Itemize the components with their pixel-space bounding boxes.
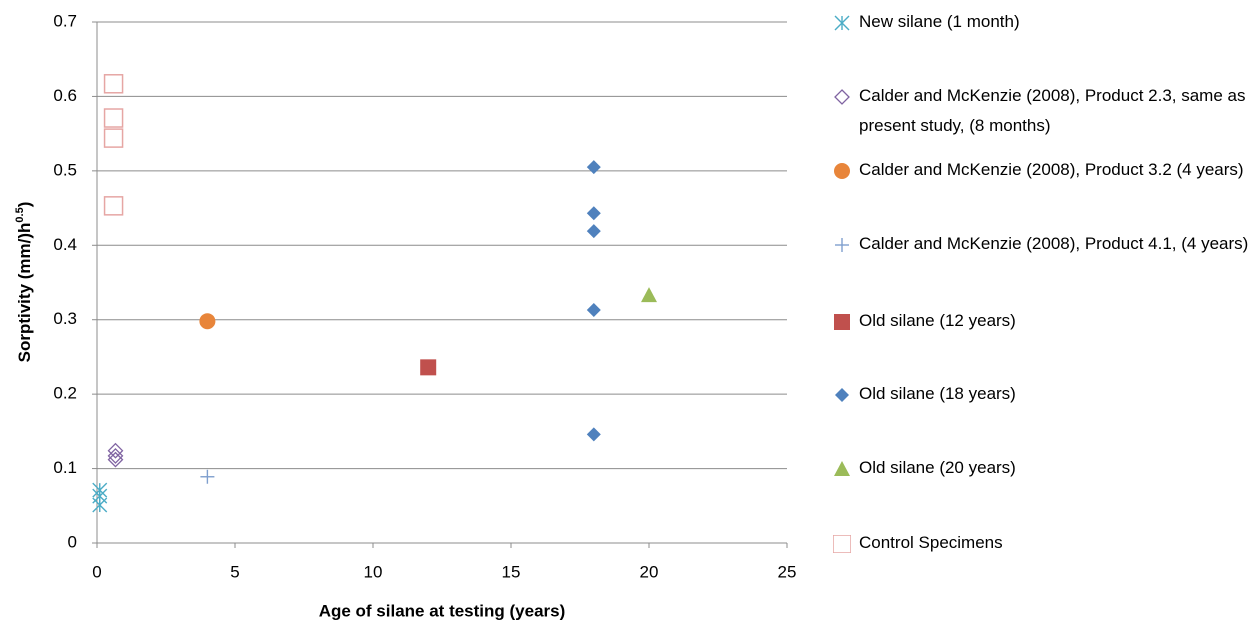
legend-entry: Old silane (20 years) — [833, 453, 1251, 483]
marker — [103, 74, 124, 94]
y-tick-label: 0.6 — [53, 86, 77, 105]
y-tick-label: 0.7 — [53, 11, 77, 30]
legend: New silane (1 month) Calder and McKenzie … — [833, 0, 1251, 628]
chart: Age of silane at testing (years) Sorptiv… — [14, 11, 797, 620]
legend-label: Old silane (12 years) — [859, 311, 1016, 330]
legend-marker — [834, 314, 850, 330]
legend-entry: Calder and McKenzie (2008), Product 2.3,… — [833, 81, 1251, 141]
marker-shape — [107, 447, 124, 464]
y-tick-label: 0.3 — [53, 309, 77, 328]
legend-marker — [834, 163, 850, 179]
marker-shape — [586, 206, 601, 221]
y-tick-label: 0.2 — [53, 384, 77, 403]
legend-label: Old silane (18 years) — [859, 384, 1016, 403]
marker-shape — [420, 359, 437, 376]
marker — [641, 287, 657, 303]
legend-marker — [834, 15, 850, 31]
marker-shape — [834, 163, 850, 179]
marker-shape — [107, 442, 124, 459]
y-tick-label: 0.4 — [53, 235, 77, 254]
marker-shape — [835, 388, 849, 402]
legend-entry: Calder and McKenzie (2008), Product 4.1,… — [833, 229, 1251, 259]
marker-shape — [199, 313, 216, 330]
marker — [834, 163, 850, 179]
marker — [834, 89, 850, 105]
marker-shape — [834, 461, 850, 476]
marker — [107, 447, 124, 464]
legend-label: Calder and McKenzie (2008), Product 2.3,… — [859, 86, 1246, 135]
marker-shape — [834, 314, 850, 330]
marker — [586, 160, 601, 175]
y-tick-label: 0 — [68, 532, 77, 551]
marker-shape — [833, 535, 851, 553]
marker — [834, 461, 850, 476]
legend-label: Calder and McKenzie (2008), Product 4.1,… — [859, 234, 1249, 253]
legend-entry: Old silane (12 years) — [833, 306, 1251, 336]
marker — [835, 388, 849, 402]
marker — [107, 442, 124, 459]
legend-label: Control Specimens — [859, 533, 1003, 552]
legend-marker — [834, 89, 850, 105]
marker-shape — [834, 89, 850, 105]
y-axis-title: Sorptivity (mm/)h0.5) — [14, 202, 35, 363]
x-tick-label: 10 — [364, 562, 383, 581]
x-tick-label: 25 — [778, 562, 797, 581]
marker-shape — [103, 128, 124, 148]
marker — [107, 451, 124, 468]
marker-shape — [586, 224, 601, 239]
x-tick-label: 20 — [640, 562, 659, 581]
marker — [200, 469, 215, 484]
legend-entry: Old silane (18 years) — [833, 379, 1251, 409]
legend-entry: Control Specimens — [833, 528, 1251, 558]
marker — [586, 206, 601, 221]
x-tick-label: 15 — [502, 562, 521, 581]
marker — [586, 224, 601, 239]
marker — [199, 313, 216, 330]
y-tick-label: 0.5 — [53, 160, 77, 179]
x-axis-title: Age of silane at testing (years) — [319, 601, 566, 620]
x-tick-label: 0 — [92, 562, 101, 581]
marker-shape — [586, 427, 601, 442]
marker — [103, 196, 124, 216]
legend-label: Calder and McKenzie (2008), Product 3.2 … — [859, 160, 1244, 179]
marker-shape — [641, 287, 657, 303]
legend-label: Old silane (20 years) — [859, 458, 1016, 477]
y-tick-label: 0.1 — [53, 458, 77, 477]
marker — [834, 15, 850, 31]
marker — [103, 108, 124, 128]
y-axis-title-main: Sorptivity (mm/)h — [15, 223, 34, 363]
marker-shape — [103, 108, 124, 128]
legend-entry: New silane (1 month) — [833, 7, 1251, 37]
x-tick-label: 5 — [230, 562, 239, 581]
legend-label: New silane (1 month) — [859, 12, 1020, 31]
marker — [103, 128, 124, 148]
legend-entry: Calder and McKenzie (2008), Product 3.2 … — [833, 155, 1251, 185]
marker-shape — [586, 160, 601, 175]
marker — [586, 427, 601, 442]
y-axis-title-end: ) — [15, 202, 34, 208]
legend-marker — [835, 388, 849, 402]
marker — [586, 303, 601, 318]
marker-shape — [103, 196, 124, 216]
marker — [835, 238, 849, 252]
legend-marker — [834, 461, 850, 476]
marker — [834, 314, 850, 330]
legend-marker — [835, 238, 849, 252]
marker-shape — [107, 451, 124, 468]
marker — [420, 359, 437, 376]
marker-shape — [103, 74, 124, 94]
legend-marker — [833, 535, 851, 553]
y-axis-title-sup: 0.5 — [14, 207, 26, 222]
marker — [833, 535, 851, 553]
marker — [92, 497, 108, 513]
marker-shape — [586, 303, 601, 318]
